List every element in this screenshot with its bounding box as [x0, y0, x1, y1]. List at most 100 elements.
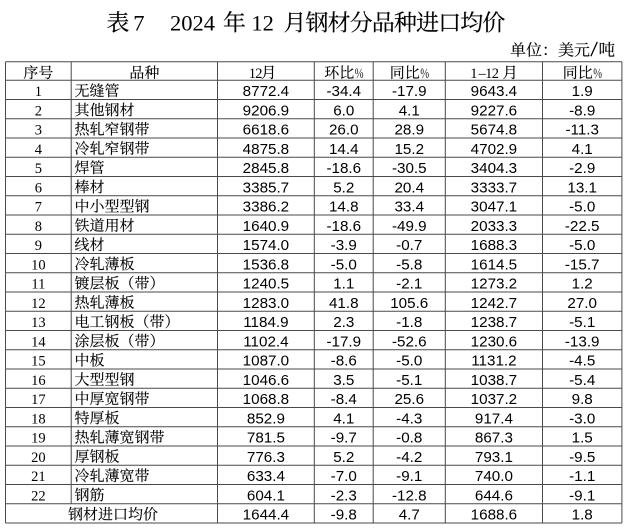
svg-text:14.8: 14.8	[329, 199, 359, 216]
svg-text:4.1: 4.1	[399, 102, 420, 119]
svg-text:1: 1	[470, 66, 477, 82]
svg-text:105.6: 105.6	[390, 295, 428, 312]
svg-text:1184.9: 1184.9	[243, 314, 288, 331]
svg-text:28.9: 28.9	[394, 122, 424, 139]
svg-text:-4.5: -4.5	[569, 353, 595, 370]
svg-text:-8.9: -8.9	[569, 102, 595, 119]
svg-text:-3.0: -3.0	[569, 410, 595, 427]
svg-text:4.7: 4.7	[399, 507, 420, 524]
svg-text:1536.8: 1536.8	[243, 256, 289, 273]
svg-text:5674.8: 5674.8	[471, 122, 517, 139]
svg-text:2: 2	[35, 103, 42, 119]
svg-text:33.4: 33.4	[394, 199, 424, 216]
svg-text:1614.5: 1614.5	[471, 256, 517, 273]
svg-text:-17.9: -17.9	[392, 83, 427, 100]
svg-text:917.4: 917.4	[475, 410, 513, 427]
svg-text:11: 11	[31, 277, 45, 293]
svg-text:25.6: 25.6	[394, 391, 424, 408]
svg-text:7: 7	[133, 11, 144, 36]
svg-text:793.1: 793.1	[475, 449, 513, 466]
svg-text:12: 12	[251, 11, 274, 36]
svg-text:3: 3	[35, 123, 42, 139]
svg-text:1574.0: 1574.0	[243, 237, 289, 254]
svg-text:18: 18	[31, 411, 46, 427]
svg-text:-18.6: -18.6	[326, 218, 361, 235]
svg-text:-2.1: -2.1	[396, 276, 422, 293]
svg-text:604.1: 604.1	[247, 487, 285, 504]
svg-text:-1.1: -1.1	[569, 468, 595, 485]
svg-text:1046.6: 1046.6	[243, 372, 289, 389]
svg-text:-13.9: -13.9	[565, 333, 600, 350]
svg-text:13: 13	[31, 315, 46, 331]
svg-text:1038.7: 1038.7	[471, 372, 517, 389]
svg-text:1087.0: 1087.0	[243, 353, 289, 370]
svg-text:633.4: 633.4	[247, 468, 285, 485]
svg-text:2: 2	[492, 66, 499, 82]
svg-text:1230.6: 1230.6	[471, 333, 517, 350]
svg-text:1.5: 1.5	[572, 430, 593, 447]
svg-text:2845.8: 2845.8	[243, 160, 289, 177]
svg-text:-9.5: -9.5	[569, 449, 595, 466]
svg-text:-5.0: -5.0	[569, 199, 595, 216]
svg-text:20.4: 20.4	[394, 179, 424, 196]
svg-text:26.0: 26.0	[329, 122, 359, 139]
svg-text:-3.9: -3.9	[331, 237, 357, 254]
svg-text:4875.8: 4875.8	[243, 141, 289, 158]
svg-text:3404.3: 3404.3	[471, 160, 517, 177]
svg-text:4702.9: 4702.9	[471, 141, 517, 158]
svg-text:-49.9: -49.9	[392, 218, 427, 235]
svg-text:-9.8: -9.8	[331, 507, 357, 524]
svg-text:41.8: 41.8	[329, 295, 359, 312]
svg-text:-11.3: -11.3	[565, 122, 599, 139]
svg-text:1688.6: 1688.6	[471, 507, 517, 524]
svg-text:1131.2: 1131.2	[471, 353, 516, 370]
svg-text:15.2: 15.2	[394, 141, 424, 158]
svg-text:5.2: 5.2	[333, 179, 354, 196]
svg-text:740.0: 740.0	[475, 468, 513, 485]
svg-text:1238.7: 1238.7	[471, 314, 517, 331]
svg-text:781.5: 781.5	[247, 430, 285, 447]
svg-text:1.9: 1.9	[572, 83, 593, 100]
svg-text:22: 22	[31, 488, 46, 504]
svg-text:4.1: 4.1	[572, 141, 593, 158]
svg-text:1: 1	[485, 66, 492, 82]
svg-text:3386.2: 3386.2	[243, 199, 289, 216]
svg-text:867.3: 867.3	[475, 430, 513, 447]
svg-text:7: 7	[35, 200, 42, 216]
svg-text:1640.9: 1640.9	[243, 218, 289, 235]
svg-text:1283.0: 1283.0	[243, 295, 289, 312]
svg-text:3.5: 3.5	[333, 372, 354, 389]
svg-text:12: 12	[31, 296, 46, 312]
svg-text:1: 1	[35, 84, 42, 100]
svg-text:15: 15	[31, 354, 46, 370]
svg-text:2: 2	[255, 66, 262, 82]
svg-text:9227.6: 9227.6	[471, 102, 517, 119]
svg-text:6618.6: 6618.6	[243, 122, 289, 139]
svg-text:644.6: 644.6	[475, 487, 513, 504]
svg-text:3047.1: 3047.1	[471, 199, 517, 216]
svg-text:2.3: 2.3	[333, 314, 354, 331]
svg-text:-52.6: -52.6	[392, 333, 427, 350]
svg-text:1068.8: 1068.8	[243, 391, 289, 408]
svg-text:1.1: 1.1	[333, 276, 354, 293]
svg-text:19: 19	[31, 431, 46, 447]
svg-text:-0.8: -0.8	[396, 430, 422, 447]
svg-text:1037.2: 1037.2	[471, 391, 517, 408]
svg-text:1644.4: 1644.4	[243, 507, 289, 524]
svg-text:1.8: 1.8	[572, 507, 593, 524]
svg-text:3385.7: 3385.7	[243, 179, 289, 196]
svg-text:-2.9: -2.9	[569, 160, 595, 177]
svg-text:852.9: 852.9	[247, 410, 285, 427]
svg-text:17: 17	[31, 392, 46, 408]
svg-text:-5.0: -5.0	[396, 353, 422, 370]
svg-text:-4.2: -4.2	[396, 449, 422, 466]
svg-text:14.4: 14.4	[329, 141, 359, 158]
svg-text:-17.9: -17.9	[326, 333, 361, 350]
svg-text:-18.6: -18.6	[326, 160, 361, 177]
svg-text:10: 10	[31, 257, 46, 273]
svg-text:1242.7: 1242.7	[471, 295, 517, 312]
svg-text:3333.7: 3333.7	[471, 179, 517, 196]
svg-text:5.2: 5.2	[333, 449, 354, 466]
svg-text:4: 4	[35, 142, 43, 158]
svg-text:9.8: 9.8	[572, 391, 593, 408]
